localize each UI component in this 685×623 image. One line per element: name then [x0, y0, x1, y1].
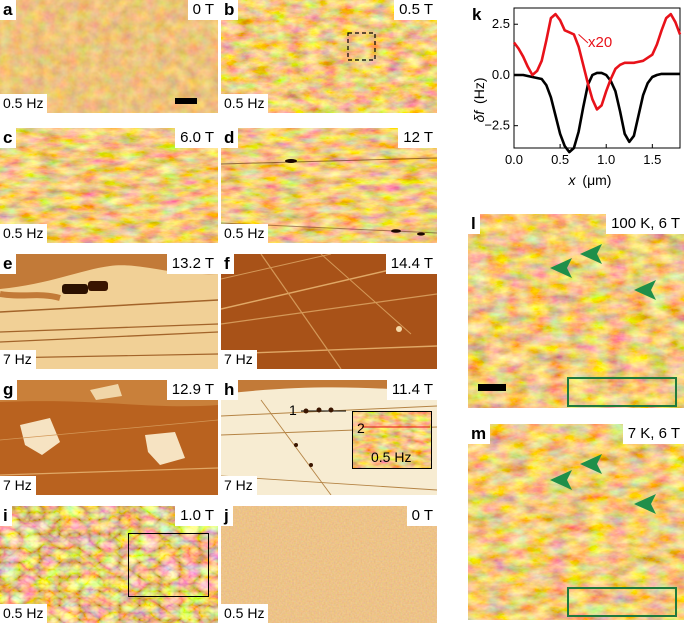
panel-i-letter: i — [0, 506, 12, 526]
panel-j-image — [221, 506, 437, 623]
panel-e-scale: 7 Hz — [0, 350, 36, 369]
chart-ylabel: δf (Hz) — [471, 78, 487, 123]
panel-g: g 12.9 T 7 Hz — [0, 380, 218, 495]
panel-l-arrow-3 — [634, 280, 656, 300]
panel-e-letter: e — [0, 254, 17, 274]
x-tick-label-0: 0.0 — [505, 152, 523, 167]
series-line-red — [512, 12, 682, 111]
panel-f-scale: 7 Hz — [221, 350, 257, 369]
panel-c-field: 6.0 T — [175, 128, 218, 148]
panel-m-arrow-1 — [550, 470, 572, 490]
x-tick-label-2: 1.0 — [597, 152, 615, 167]
panel-h-letter: h — [221, 380, 239, 400]
panel-h-inset-scale: 0.5 Hz — [371, 449, 412, 465]
chart-frame — [513, 7, 681, 149]
panel-i: i 1.0 T 0.5 Hz — [0, 506, 218, 623]
panel-h-marker-1: 1 — [289, 402, 297, 418]
panel-m-image — [468, 424, 684, 620]
annotation-leader — [578, 34, 589, 44]
panel-m-letter: m — [468, 424, 491, 444]
panel-e: e 13.2 T 7 Hz — [0, 254, 218, 369]
y-tick-label-1: 0.0 — [492, 67, 510, 82]
chart-xlabel: x (μm) — [568, 172, 612, 188]
chart-annotation: x20 — [588, 34, 612, 51]
panel-g-letter: g — [0, 380, 18, 400]
panel-f-field: 14.4 T — [385, 254, 437, 274]
panel-l: l 100 K, 6 T — [468, 214, 684, 408]
panel-a-letter: a — [0, 0, 17, 20]
chart-k: k δf (Hz) x (μm) 0.0 0.5 1.0 1.52.50.0−2.5 … — [471, 5, 682, 188]
series-line-black — [514, 71, 680, 154]
panel-j: j 0 T 0.5 Hz — [221, 506, 437, 623]
panel-l-field: 100 K, 6 T — [606, 214, 684, 234]
panel-l-arrow-2 — [580, 244, 602, 264]
panel-h-scale: 7 Hz — [221, 476, 257, 495]
panel-f: f 14.4 T 7 Hz — [221, 254, 437, 369]
panel-b-scale: 0.5 Hz — [221, 94, 269, 113]
panel-i-scale: 0.5 Hz — [0, 604, 48, 623]
x-tick-label-1: 0.5 — [551, 152, 569, 167]
panel-b: b 0.5 T 0.5 Hz — [221, 0, 437, 113]
panel-b-field: 0.5 T — [394, 0, 437, 20]
y-tick-label-2: −2.5 — [484, 118, 510, 133]
panel-d: d 12 T 0.5 Hz — [221, 128, 437, 243]
panel-m-arrow-2 — [580, 454, 602, 474]
panel-a-field: 0 T — [187, 0, 218, 20]
panel-h: 1 2 0.5 Hz h 11.4 T 7 Hz — [221, 380, 437, 495]
panel-c-scale: 0.5 Hz — [0, 224, 48, 243]
panel-b-letter: b — [221, 0, 239, 20]
panel-l-arrow-1 — [550, 258, 572, 278]
panel-c-letter: c — [0, 128, 17, 148]
panel-j-field: 0 T — [406, 506, 437, 526]
panel-h-marker-2: 2 — [357, 420, 365, 436]
panel-a-scale: 0.5 Hz — [0, 94, 48, 113]
panel-a: a 0 T 0.5 Hz — [0, 0, 218, 113]
panel-g-field: 12.9 T — [166, 380, 218, 400]
chart-panel-label: k — [472, 5, 482, 24]
panel-j-scale: 0.5 Hz — [221, 604, 269, 623]
chart-plot-area: 0.0 0.5 1.0 1.5 2.5 0.0 −2.5 — [484, 7, 682, 167]
panel-l-letter: l — [468, 214, 480, 234]
panel-a-scalebar — [175, 98, 197, 104]
y-tick-label-0: 2.5 — [492, 16, 510, 31]
panel-h-inset — [352, 411, 432, 469]
panel-f-letter: f — [221, 254, 234, 274]
panel-c: c 6.0 T 0.5 Hz — [0, 128, 218, 243]
panel-d-scale: 0.5 Hz — [221, 224, 269, 243]
panel-m-field: 7 K, 6 T — [622, 424, 684, 444]
panel-d-letter: d — [221, 128, 239, 148]
panel-j-letter: j — [221, 506, 233, 526]
panel-m-arrow-3 — [634, 494, 656, 514]
panel-l-image — [468, 214, 684, 408]
panel-d-field: 12 T — [398, 128, 437, 148]
panel-h-field: 11.4 T — [386, 380, 437, 400]
panel-i-field: 1.0 T — [175, 506, 218, 526]
x-tick-label-3: 1.5 — [643, 152, 661, 167]
panel-g-scale: 7 Hz — [0, 476, 36, 495]
panel-m: m 7 K, 6 T — [468, 424, 684, 620]
panel-e-field: 13.2 T — [166, 254, 218, 274]
